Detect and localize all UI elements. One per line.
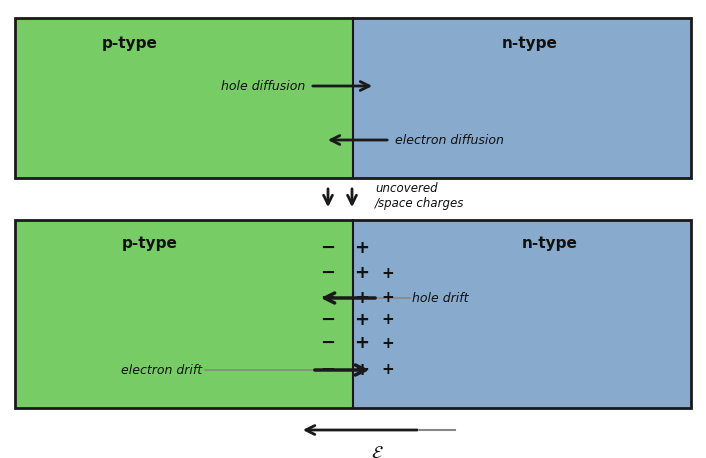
Text: n-type: n-type	[502, 36, 558, 51]
Text: +: +	[354, 289, 369, 307]
Text: +: +	[382, 336, 395, 350]
Text: −: −	[321, 311, 335, 329]
Bar	[353, 18, 691, 178]
Text: +: +	[354, 264, 369, 282]
Text: −: −	[321, 334, 335, 352]
Bar	[353, 220, 691, 408]
Bar	[15, 18, 691, 178]
Text: +: +	[354, 239, 369, 257]
Text: p-type: p-type	[102, 36, 158, 51]
Text: p-type: p-type	[122, 236, 178, 251]
Text: +: +	[354, 334, 369, 352]
Text: electron drift: electron drift	[121, 364, 202, 376]
Text: +: +	[382, 290, 395, 305]
Text: −: −	[321, 289, 335, 307]
Text: uncovered
/space charges: uncovered /space charges	[375, 181, 465, 211]
Text: electron diffusion: electron diffusion	[395, 133, 504, 147]
Text: −: −	[321, 239, 335, 257]
Text: hole diffusion: hole diffusion	[221, 80, 305, 93]
Text: +: +	[382, 362, 395, 377]
Text: −: −	[321, 361, 335, 379]
Text: $\mathcal{E}$: $\mathcal{E}$	[371, 444, 383, 458]
Text: +: +	[382, 266, 395, 280]
Text: hole drift: hole drift	[412, 291, 469, 305]
Text: +: +	[382, 312, 395, 327]
Text: n-type: n-type	[522, 236, 578, 251]
Bar	[15, 220, 691, 408]
Bar	[15, 220, 353, 408]
Bar	[15, 18, 353, 178]
Text: +: +	[354, 311, 369, 329]
Text: +: +	[354, 361, 369, 379]
Text: −: −	[321, 264, 335, 282]
